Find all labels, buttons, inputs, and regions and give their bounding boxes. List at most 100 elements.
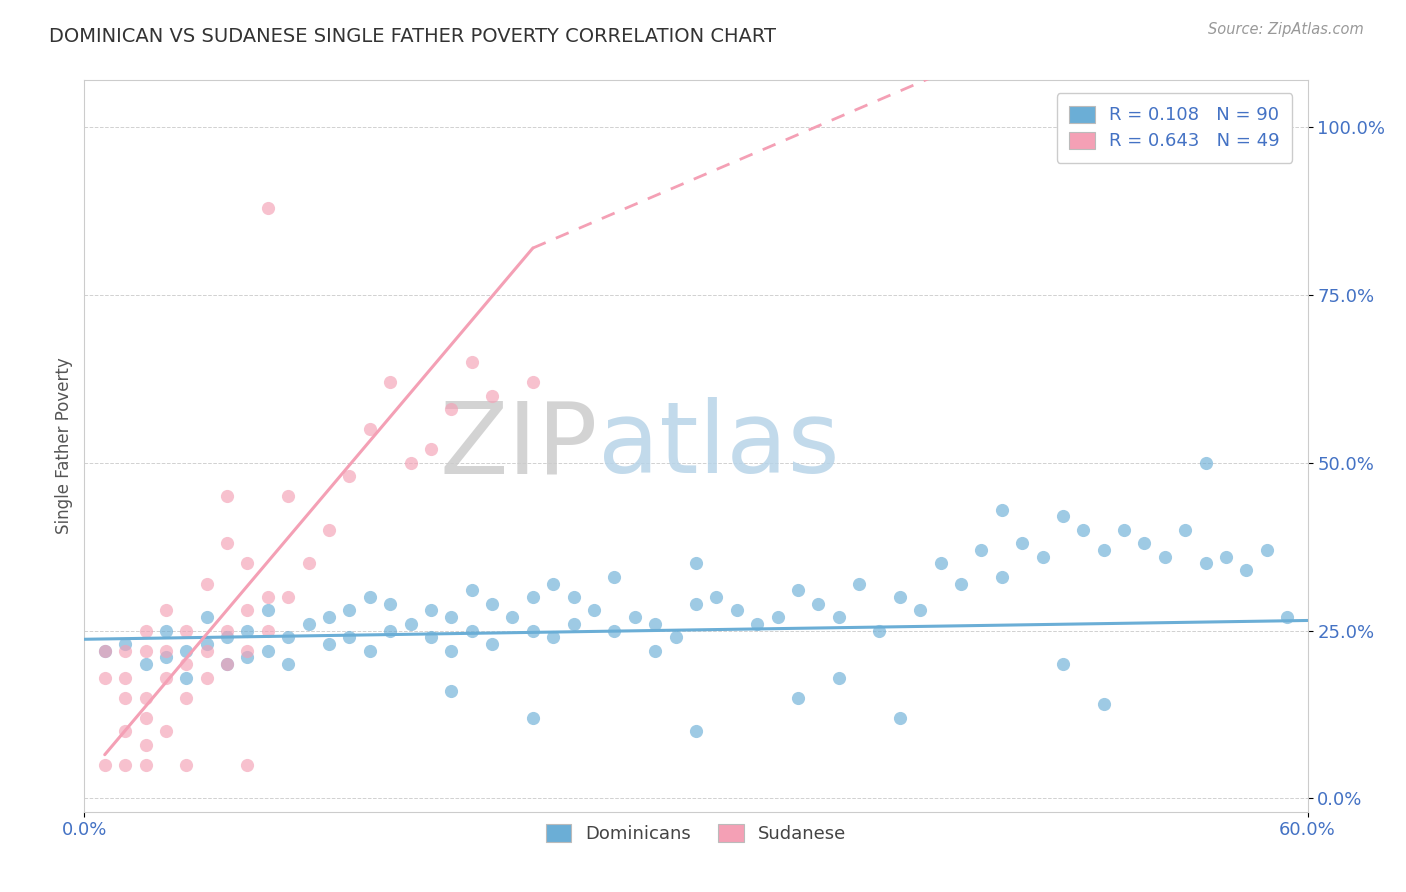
Point [766,610,789,624]
Point [257,201,280,215]
Point [217,624,239,638]
Point [195,576,218,591]
Point [440,610,463,624]
Point [236,603,259,617]
Point [787,583,810,598]
Point [522,711,544,725]
Point [1092,698,1115,712]
Point [1215,549,1237,564]
Point [869,624,891,638]
Point [543,576,565,591]
Point [685,724,707,739]
Point [1174,523,1197,537]
Point [298,616,321,631]
Point [318,637,340,651]
Point [399,456,422,470]
Point [440,684,463,698]
Point [174,690,197,705]
Point [257,590,280,604]
Point [543,630,565,644]
Point [236,643,259,657]
Point [174,624,197,638]
Point [1092,543,1115,558]
Point [380,624,402,638]
Point [1236,563,1258,577]
Point [828,610,851,624]
Point [195,637,218,651]
Point [93,671,115,685]
Point [910,603,932,617]
Point [135,624,157,638]
Point [440,402,463,417]
Point [174,657,197,671]
Point [461,583,484,598]
Point [440,643,463,657]
Point [420,603,443,617]
Point [114,757,136,772]
Point [114,643,136,657]
Point [114,671,136,685]
Point [665,630,688,644]
Point [1032,549,1054,564]
Point [1052,657,1074,671]
Point [991,502,1014,516]
Point [929,557,952,571]
Point [787,690,810,705]
Point [155,650,177,665]
Point [991,570,1014,584]
Point [217,657,239,671]
Point [236,650,259,665]
Point [93,757,115,772]
Point [420,630,443,644]
Point [889,590,911,604]
Point [725,603,748,617]
Point [318,523,340,537]
Point [522,376,544,390]
Legend: Dominicans, Sudanese: Dominicans, Sudanese [538,817,853,850]
Point [298,557,321,571]
Point [174,671,197,685]
Point [380,597,402,611]
Point [359,643,381,657]
Point [706,590,728,604]
Point [195,671,218,685]
Point [257,643,280,657]
Point [420,442,443,457]
Point [1052,509,1074,524]
Point [889,711,911,725]
Point [93,643,115,657]
Point [339,469,361,483]
Point [1114,523,1136,537]
Point [195,643,218,657]
Point [562,616,585,631]
Point [155,724,177,739]
Text: atlas: atlas [598,398,839,494]
Point [135,738,157,752]
Point [174,757,197,772]
Point [155,603,177,617]
Point [970,543,993,558]
Point [481,597,503,611]
Point [950,576,973,591]
Point [685,557,707,571]
Point [236,557,259,571]
Point [114,690,136,705]
Point [277,630,299,644]
Point [644,643,666,657]
Point [583,603,606,617]
Text: ZIP: ZIP [440,398,598,494]
Point [135,643,157,657]
Point [359,590,381,604]
Point [481,637,503,651]
Point [135,657,157,671]
Point [1154,549,1177,564]
Text: DOMINICAN VS SUDANESE SINGLE FATHER POVERTY CORRELATION CHART: DOMINICAN VS SUDANESE SINGLE FATHER POVE… [49,27,776,45]
Point [318,610,340,624]
Point [624,610,647,624]
Point [1195,557,1218,571]
Point [603,570,626,584]
Point [339,603,361,617]
Point [114,637,136,651]
Point [217,489,239,503]
Point [807,597,830,611]
